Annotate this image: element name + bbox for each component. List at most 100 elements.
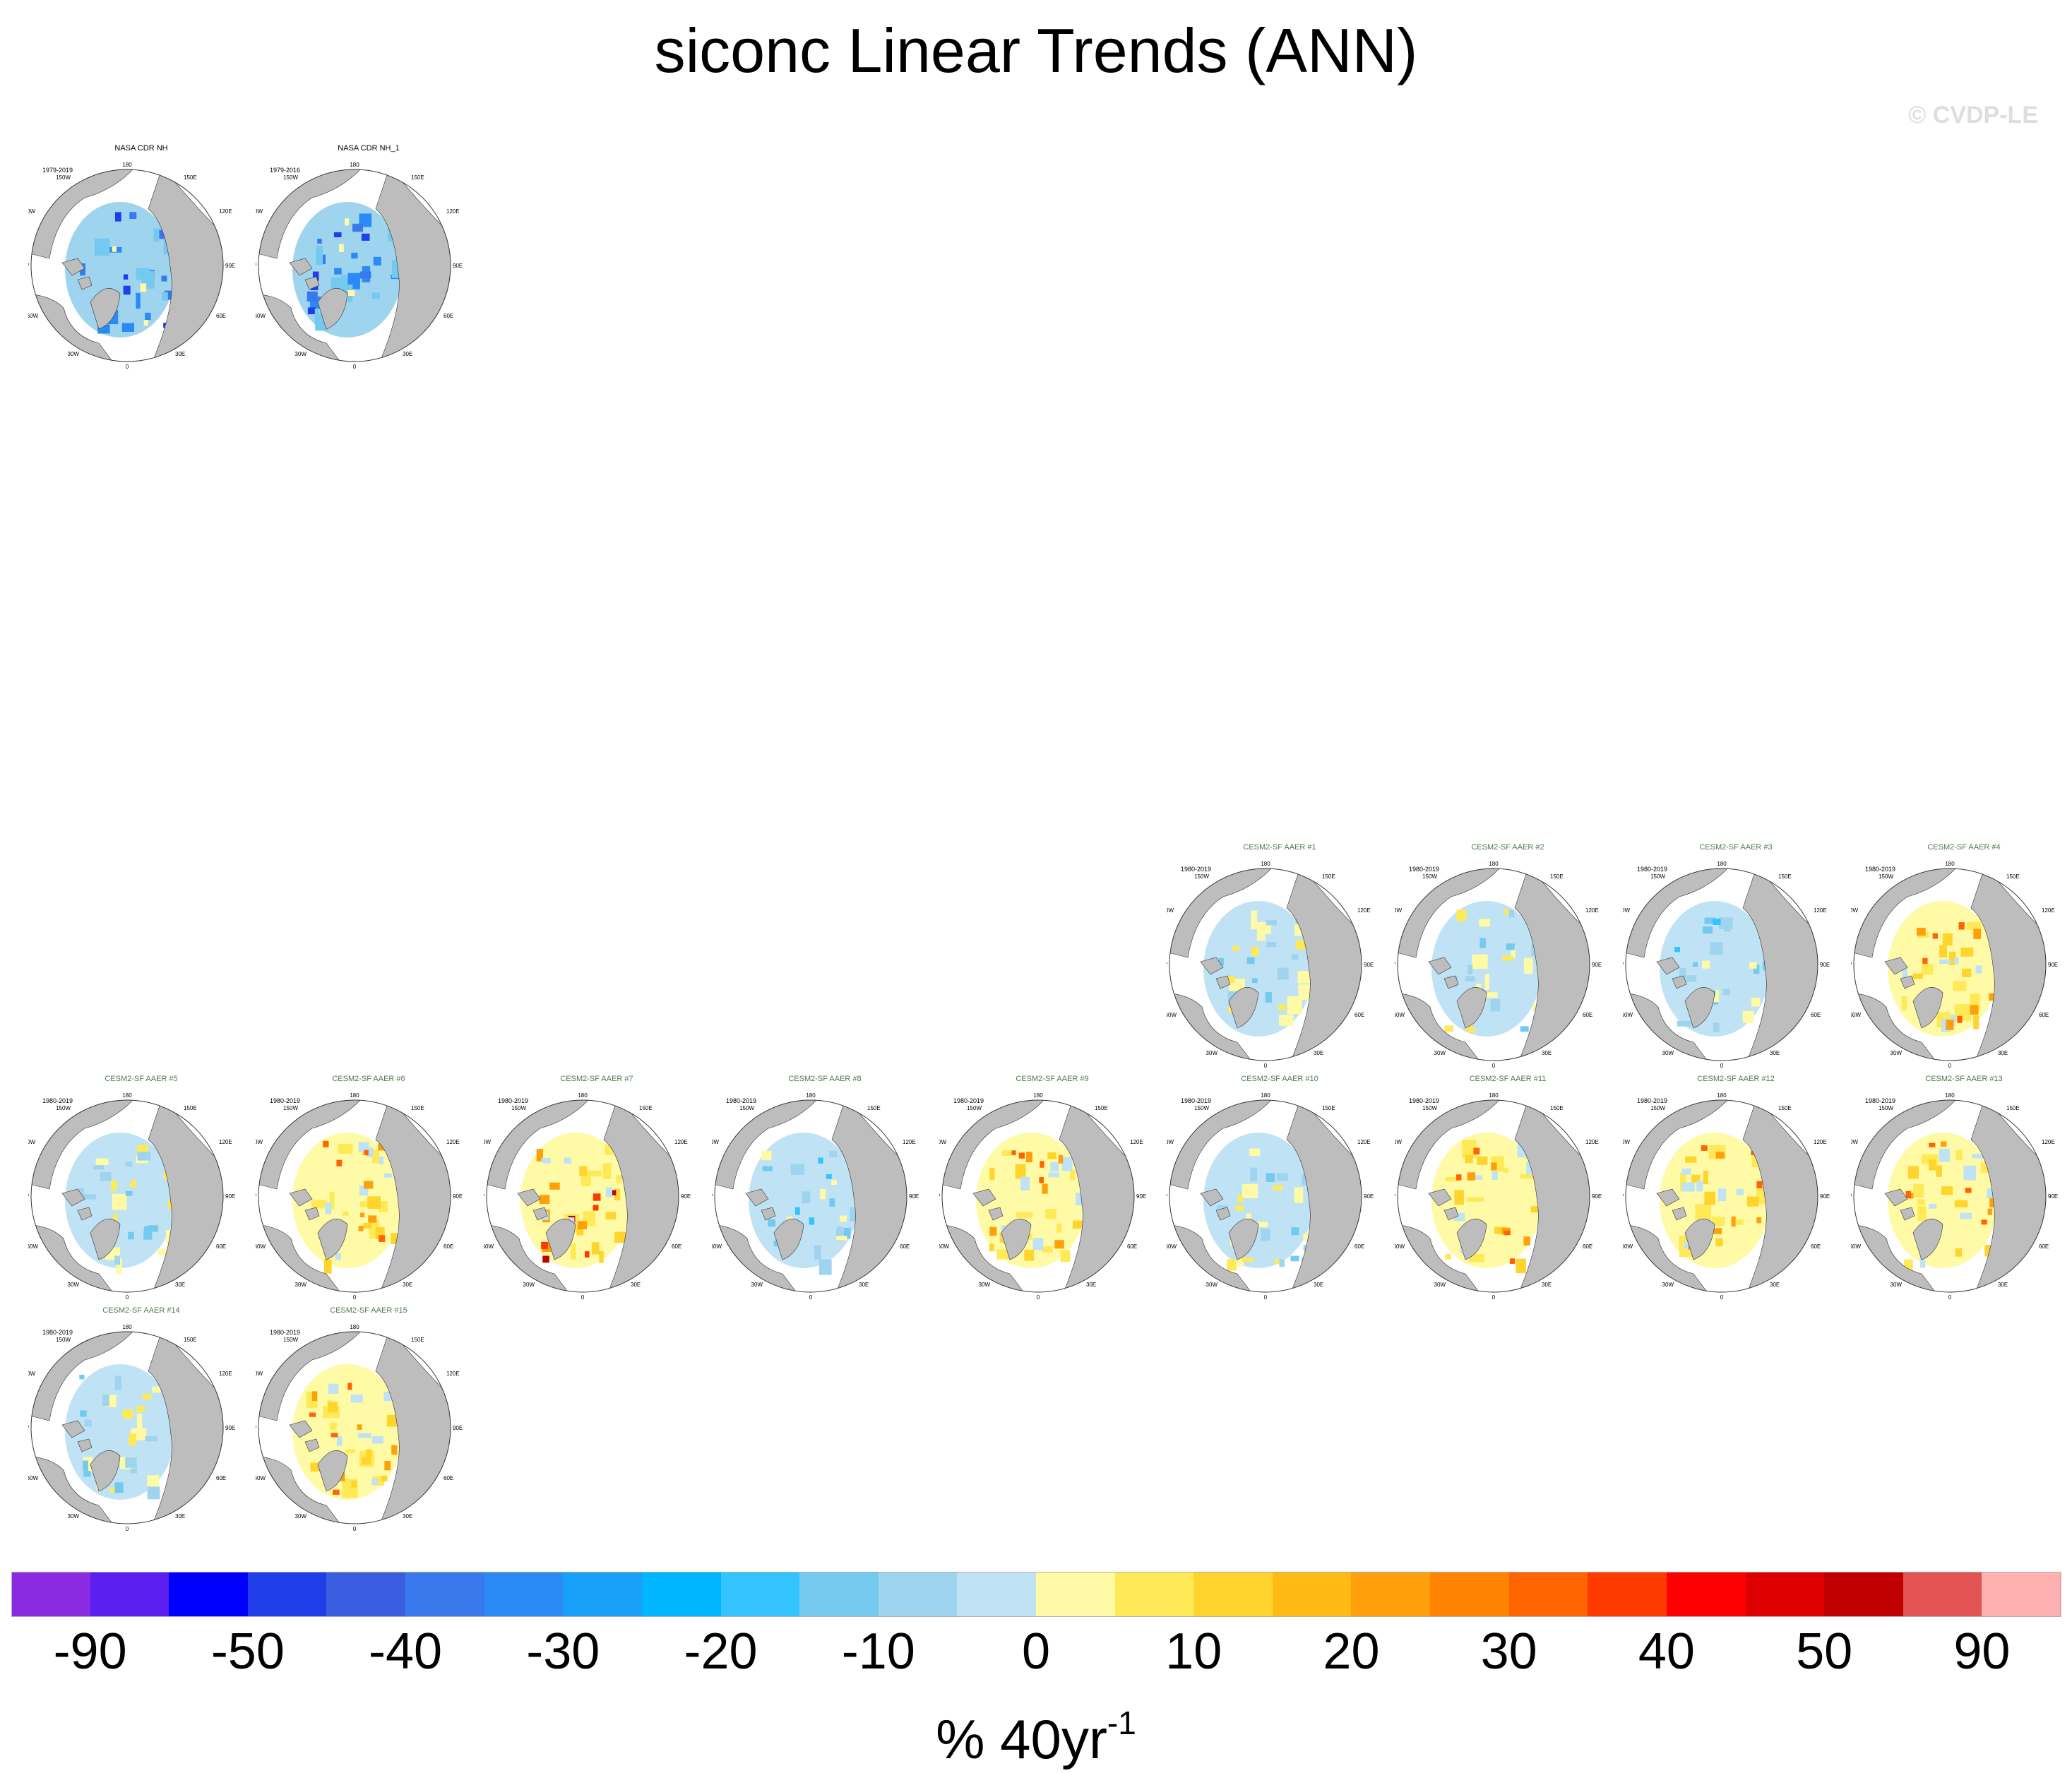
longitude-label: 90E [2048, 1193, 2058, 1200]
longitude-label: 30W [751, 1282, 763, 1288]
longitude-label: 30W [68, 1513, 80, 1520]
longitude-label: 0 [1948, 1294, 1952, 1301]
longitude-label: 180 [1489, 1092, 1499, 1099]
longitude-label: 30W [1206, 1050, 1218, 1056]
panel-title: CESM2-SF AAER #1 [1243, 843, 1316, 852]
longitude-label: 150E [1095, 1105, 1108, 1111]
panel-years: 1980-2019 [726, 1097, 757, 1104]
longitude-label: 150W [56, 1105, 71, 1111]
panel-title: CESM2-SF AAER #14 [102, 1306, 180, 1315]
longitude-label: 180 [1261, 1092, 1270, 1099]
longitude-label: 150E [411, 1105, 424, 1111]
longitude-label: 150E [2006, 873, 2020, 880]
polar-map: 1800150W150E120W120E90W90E60W60E30W30E [1623, 861, 1830, 1069]
longitude-label: 90W [1623, 1193, 1624, 1200]
longitude-label: 120W [1167, 907, 1174, 914]
colorbar-cell [11, 1572, 91, 1617]
longitude-label: 60E [216, 313, 226, 319]
longitude-label: 150W [283, 1105, 298, 1111]
longitude-label: 0 [126, 364, 129, 370]
longitude-label: 60W [1623, 1012, 1633, 1018]
panel-years: 1980-2019 [270, 1097, 301, 1104]
longitude-label: 60E [1811, 1012, 1821, 1018]
longitude-label: 120E [1585, 907, 1599, 914]
longitude-label: 120W [1851, 907, 1858, 914]
longitude-label: 180 [350, 1324, 359, 1330]
longitude-label: 120E [1585, 1139, 1599, 1145]
panel-title: NASA CDR NH_1 [338, 144, 400, 153]
longitude-label: 0 [1037, 1294, 1040, 1301]
longitude-label: 60W [1623, 1243, 1633, 1250]
longitude-label: 0 [1492, 1063, 1496, 1069]
longitude-label: 30E [1998, 1282, 2008, 1288]
longitude-label: 180 [1717, 1092, 1727, 1099]
longitude-label: 90E [225, 263, 235, 269]
longitude-label: 60E [216, 1243, 226, 1250]
colorbar-cell [1351, 1572, 1431, 1617]
longitude-label: 60E [1583, 1012, 1592, 1018]
longitude-label: 120W [1851, 1139, 1858, 1145]
polar-map: 1800150W150E120W120E90W90E60W60E30W30E [1167, 861, 1374, 1069]
longitude-label: 60W [1395, 1243, 1405, 1250]
longitude-label: 30E [1770, 1050, 1780, 1056]
longitude-label: 120E [903, 1139, 916, 1145]
longitude-label: 180 [350, 1092, 359, 1099]
panel-title: CESM2-SF AAER #13 [1925, 1075, 2003, 1083]
longitude-label: 120E [446, 1371, 460, 1377]
polar-map: 1800150W150E120W120E90W90E60W60E30W30E [256, 1092, 463, 1301]
longitude-label: 90E [1136, 1193, 1146, 1200]
longitude-label: 120E [219, 1371, 232, 1377]
longitude-label: 120W [1623, 907, 1630, 914]
units-base: % 40yr [936, 1708, 1107, 1770]
panel-years: 1980-2019 [1181, 1097, 1212, 1104]
longitude-label: 60W [939, 1243, 949, 1250]
longitude-label: 150E [1778, 873, 1792, 880]
longitude-label: 90W [28, 1425, 29, 1431]
longitude-label: 120E [1814, 1139, 1827, 1145]
longitude-label: 150E [184, 1105, 197, 1111]
longitude-label: 60W [1167, 1012, 1177, 1018]
longitude-label: 60E [1583, 1243, 1592, 1250]
colorbar-cell [1903, 1572, 1982, 1617]
longitude-label: 60E [443, 313, 453, 319]
longitude-label: 30E [403, 1282, 412, 1288]
longitude-label: 60W [256, 1243, 266, 1250]
watermark: © CVDP-LE [1908, 102, 2038, 129]
longitude-label: 120W [484, 1139, 491, 1145]
page-title: siconc Linear Trends (ANN) [654, 16, 1418, 85]
longitude-label: 90E [1820, 1193, 1830, 1200]
longitude-label: 120E [1814, 907, 1827, 914]
longitude-label: 30E [1086, 1282, 1096, 1288]
longitude-label: 150E [411, 1337, 424, 1343]
longitude-label: 150E [639, 1105, 653, 1111]
longitude-label: 180 [806, 1092, 816, 1099]
longitude-label: 30W [68, 1282, 80, 1288]
panel-years: 1980-2019 [42, 1329, 73, 1336]
longitude-label: 150W [1194, 873, 1209, 880]
longitude-label: 30E [1542, 1282, 1552, 1288]
longitude-label: 120E [446, 1139, 460, 1145]
longitude-label: 60W [28, 313, 38, 319]
longitude-label: 60E [443, 1243, 453, 1250]
longitude-label: 30W [295, 351, 307, 357]
longitude-label: 60W [28, 1243, 38, 1250]
colorbar-cell [1666, 1572, 1746, 1617]
colorbar-cell [1430, 1572, 1510, 1617]
colorbar-tick-label: -90 [53, 1623, 127, 1680]
map-panel: CESM2-SF AAER #3 180 0 150W 150E 120W 120E 90W 9… [1623, 840, 1849, 1080]
polar-map: 1800150W150E120W120E90W90E60W60E30W30E [939, 1092, 1146, 1301]
longitude-label: 30W [1662, 1282, 1674, 1288]
polar-map: 1800150W150E120W120E90W90E60W60E30W30E [256, 162, 463, 370]
longitude-label: 30E [631, 1282, 641, 1288]
panel-years: 1980-2019 [1637, 866, 1668, 873]
longitude-label: 0 [1492, 1294, 1496, 1301]
longitude-label: 150W [1422, 873, 1437, 880]
map-panel: CESM2-SF AAER #4 180 0 150W 150E 120W 120E 90W 9… [1851, 840, 2072, 1080]
longitude-label: 180 [122, 1324, 132, 1330]
longitude-label: 120W [256, 1371, 263, 1377]
longitude-label: 150W [56, 1337, 71, 1343]
longitude-label: 30W [295, 1282, 307, 1288]
panel-title: CESM2-SF AAER #7 [560, 1075, 633, 1083]
longitude-label: 60E [443, 1475, 453, 1481]
longitude-label: 150E [1322, 1105, 1335, 1111]
